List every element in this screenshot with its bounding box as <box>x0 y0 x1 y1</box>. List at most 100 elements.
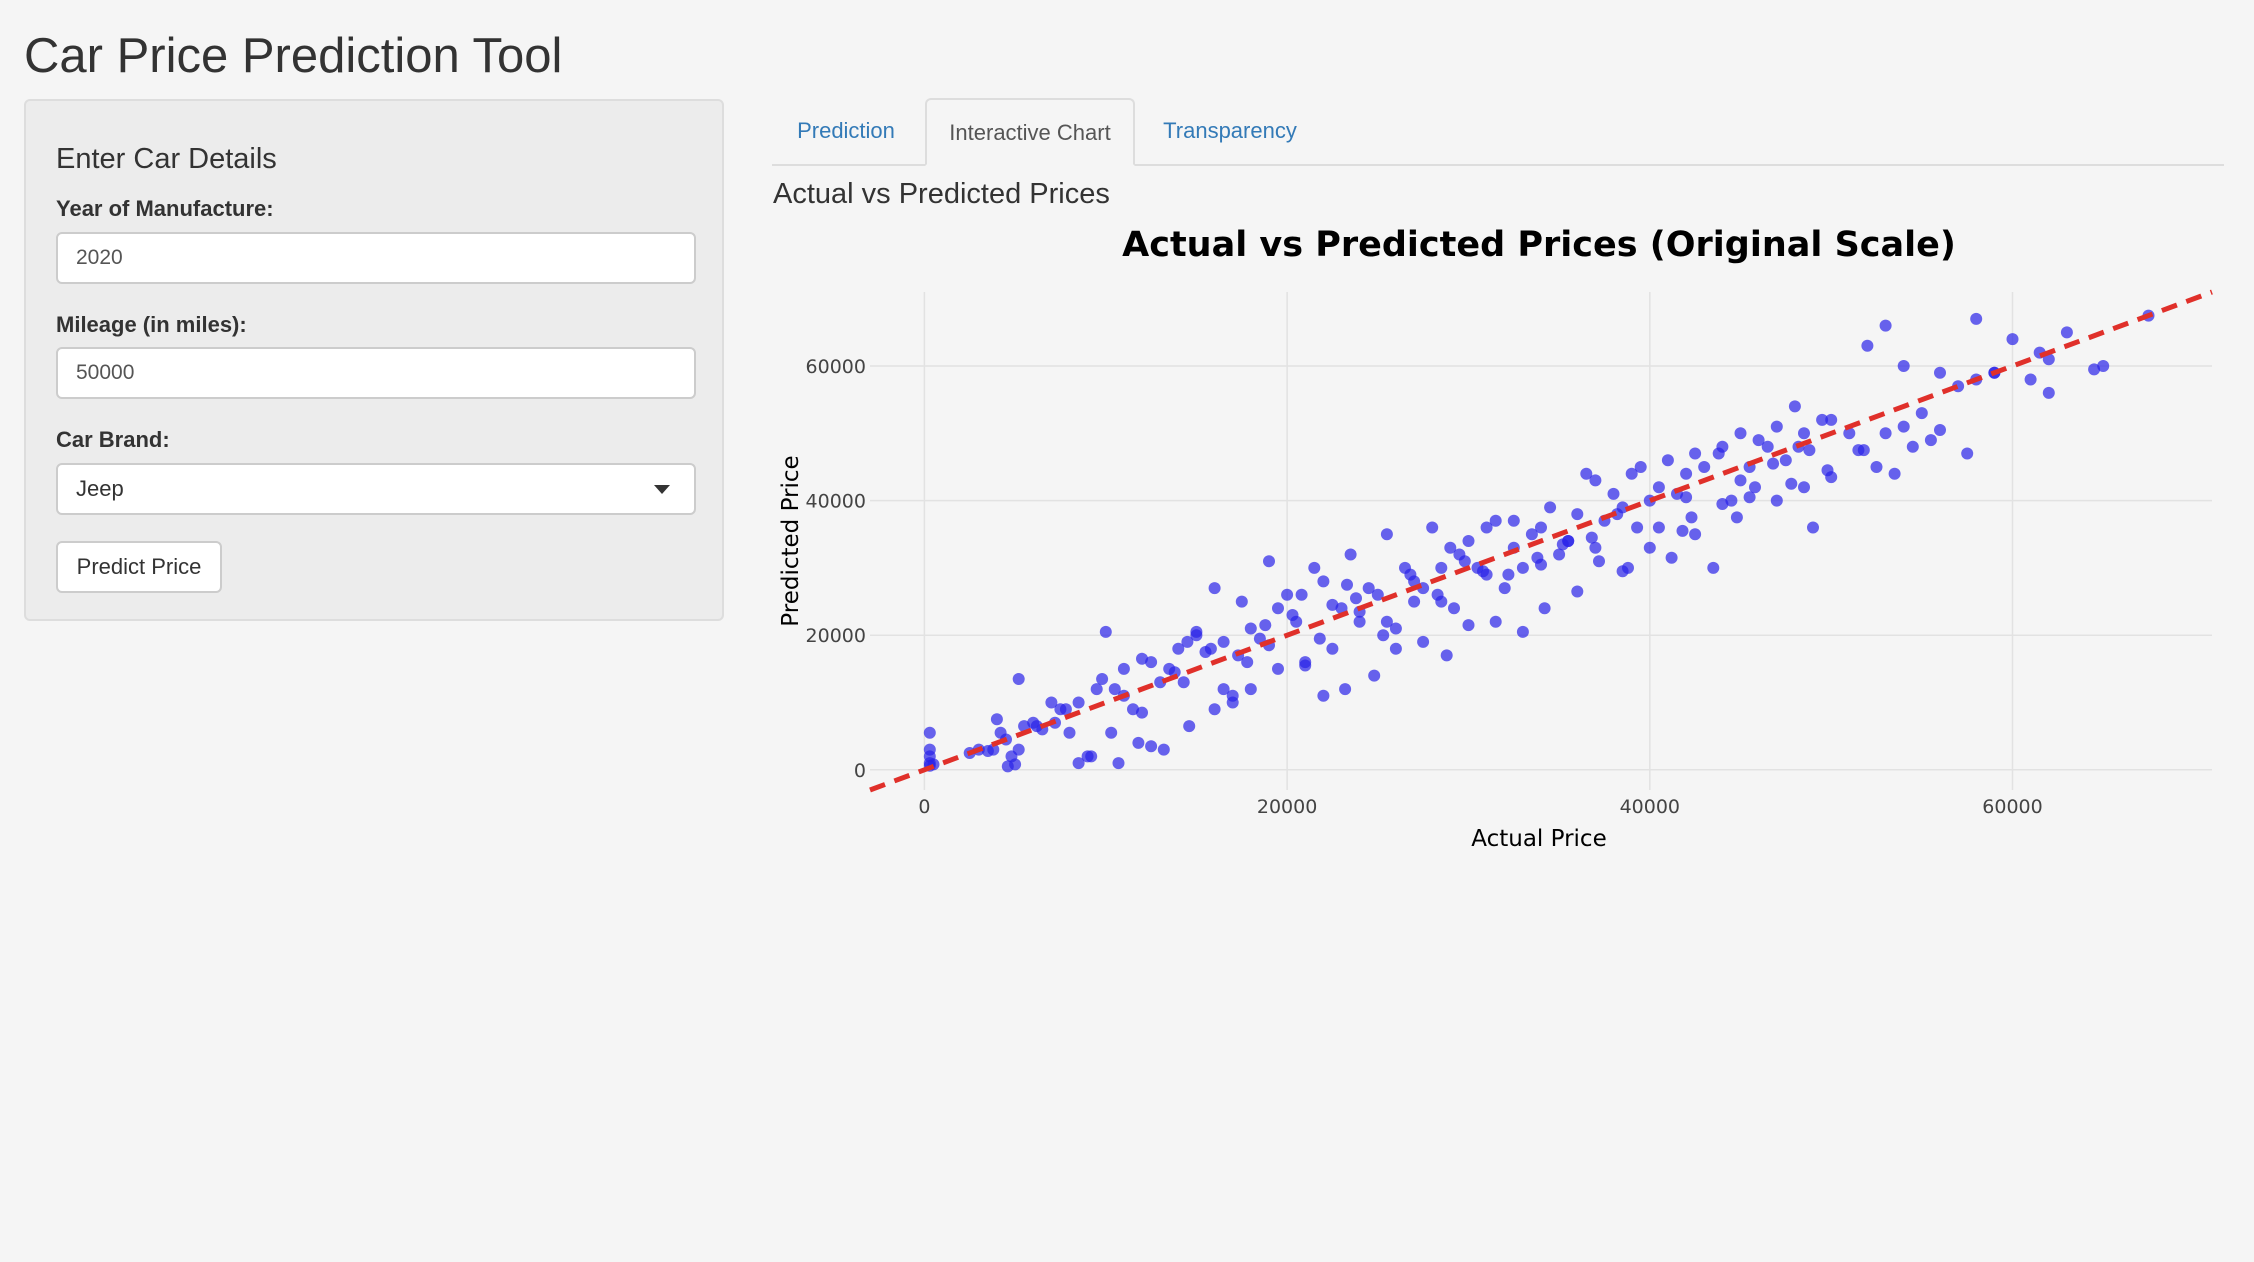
scatter-point[interactable] <box>1888 467 1901 480</box>
scatter-point[interactable] <box>1241 656 1254 669</box>
scatter-point[interactable] <box>1099 625 1112 638</box>
scatter-point[interactable] <box>1477 565 1489 578</box>
scatter-point[interactable] <box>1117 662 1130 675</box>
scatter-point[interactable] <box>1712 447 1725 460</box>
scatter-point[interactable] <box>1208 703 1221 716</box>
scatter-point[interactable] <box>1317 689 1330 702</box>
scatter-point[interactable] <box>1072 696 1085 709</box>
scatter-point[interactable] <box>1272 602 1284 615</box>
scatter-point[interactable] <box>1661 454 1674 467</box>
scatter-point[interactable] <box>1611 508 1624 521</box>
scatter-point[interactable] <box>1426 521 1439 534</box>
scatter-point[interactable] <box>1507 514 1520 527</box>
scatter-point[interactable] <box>1190 625 1203 638</box>
scatter-point[interactable] <box>1553 548 1566 561</box>
scatter-point[interactable] <box>2060 326 2073 339</box>
scatter-point[interactable] <box>1516 561 1529 574</box>
scatter-point[interactable] <box>1489 514 1502 527</box>
scatter-point[interactable] <box>1217 635 1230 648</box>
scatter-point[interactable] <box>1272 662 1284 675</box>
scatter-point[interactable] <box>1516 625 1529 638</box>
mileage-input[interactable] <box>56 347 696 399</box>
scatter-point[interactable] <box>2024 373 2037 386</box>
scatter-point[interactable] <box>1145 656 1158 669</box>
scatter-point[interactable] <box>1915 407 1928 420</box>
scatter-point[interactable] <box>1389 622 1402 635</box>
scatter-point[interactable] <box>1145 740 1158 753</box>
scatter-point[interactable] <box>1326 598 1339 611</box>
scatter-point[interactable] <box>1593 555 1605 568</box>
scatter-point[interactable] <box>1571 585 1584 598</box>
scatter-point[interactable] <box>1798 481 1810 494</box>
scatter-point[interactable] <box>1725 494 1738 507</box>
scatter-point[interactable] <box>1652 481 1665 494</box>
scatter-point[interactable] <box>1172 642 1185 655</box>
tab-transparency[interactable]: Transparency <box>1163 118 1297 143</box>
scatter-point[interactable] <box>1012 673 1025 685</box>
scatter-point[interactable] <box>1030 720 1043 733</box>
scatter-point[interactable] <box>1417 635 1430 648</box>
scatter-point[interactable] <box>1177 676 1190 689</box>
scatter-point[interactable] <box>1538 602 1551 615</box>
scatter-point[interactable] <box>1970 312 1983 325</box>
scatter-point[interactable] <box>1788 400 1801 413</box>
scatter-point[interactable] <box>1934 366 1946 379</box>
scatter-point[interactable] <box>1462 535 1475 547</box>
scatter-point[interactable] <box>1235 595 1248 608</box>
scatter-point[interactable] <box>1136 706 1148 719</box>
scatter-point[interactable] <box>1689 528 1702 541</box>
scatter-point[interactable] <box>1389 642 1402 655</box>
scatter-point[interactable] <box>1317 575 1330 588</box>
scatter-point[interactable] <box>1448 602 1460 615</box>
scatter-point[interactable] <box>1096 673 1109 685</box>
scatter-point[interactable] <box>2006 333 2019 346</box>
scatter-point[interactable] <box>1458 555 1471 568</box>
scatter-point[interactable] <box>1344 548 1357 561</box>
scatter-point[interactable] <box>1556 538 1569 551</box>
scatter-point[interactable] <box>1779 454 1792 467</box>
scatter-point[interactable] <box>1480 521 1493 534</box>
scatter-point[interactable] <box>1680 467 1693 480</box>
scatter-point[interactable] <box>1770 420 1783 433</box>
scatter-point[interactable] <box>1825 413 1838 426</box>
scatter-point[interactable] <box>1857 444 1870 457</box>
scatter-point[interactable] <box>1281 588 1294 601</box>
scatter-point[interactable] <box>1807 521 1819 534</box>
scatter-point[interactable] <box>1924 434 1937 447</box>
scatter-point[interactable] <box>1680 491 1693 504</box>
scatter-point[interactable] <box>1934 424 1946 436</box>
scatter-chart[interactable]: Actual vs Predicted Prices (Original Sca… <box>772 216 2224 856</box>
scatter-point[interactable] <box>1183 720 1196 733</box>
scatter-point[interactable] <box>1112 757 1125 770</box>
scatter-point[interactable] <box>1380 615 1393 628</box>
scatter-point[interactable] <box>1286 609 1299 621</box>
scatter-point[interactable] <box>1045 696 1058 709</box>
scatter-point[interactable] <box>1734 427 1747 440</box>
scatter-point[interactable] <box>1785 477 1798 490</box>
scatter-point[interactable] <box>1879 319 1892 332</box>
scatter-point[interactable] <box>1341 578 1353 591</box>
scatter-point[interactable] <box>1906 440 1919 453</box>
predict-price-button[interactable]: Predict Price <box>56 541 222 593</box>
scatter-point[interactable] <box>1961 447 1974 460</box>
scatter-point[interactable] <box>1244 622 1257 635</box>
scatter-point[interactable] <box>1408 595 1421 608</box>
scatter-point[interactable] <box>1734 474 1747 487</box>
scatter-point[interactable] <box>1525 528 1538 541</box>
scatter-point[interactable] <box>1821 464 1834 477</box>
scatter-point[interactable] <box>1001 760 1014 773</box>
scatter-point[interactable] <box>1589 474 1602 487</box>
scatter-point[interactable] <box>1353 615 1366 628</box>
scatter-point[interactable] <box>1012 743 1025 756</box>
scatter-point[interactable] <box>1431 588 1444 601</box>
scatter-point[interactable] <box>1816 413 1829 426</box>
scatter-point[interactable] <box>1652 521 1665 534</box>
scatter-point[interactable] <box>2088 363 2101 376</box>
scatter-point[interactable] <box>1371 588 1384 601</box>
scatter-point[interactable] <box>1263 555 1275 568</box>
scatter-point[interactable] <box>1716 498 1729 510</box>
scatter-point[interactable] <box>1544 501 1557 514</box>
scatter-point[interactable] <box>1462 619 1475 632</box>
scatter-point[interactable] <box>1665 551 1678 564</box>
scatter-point[interactable] <box>1377 629 1390 642</box>
